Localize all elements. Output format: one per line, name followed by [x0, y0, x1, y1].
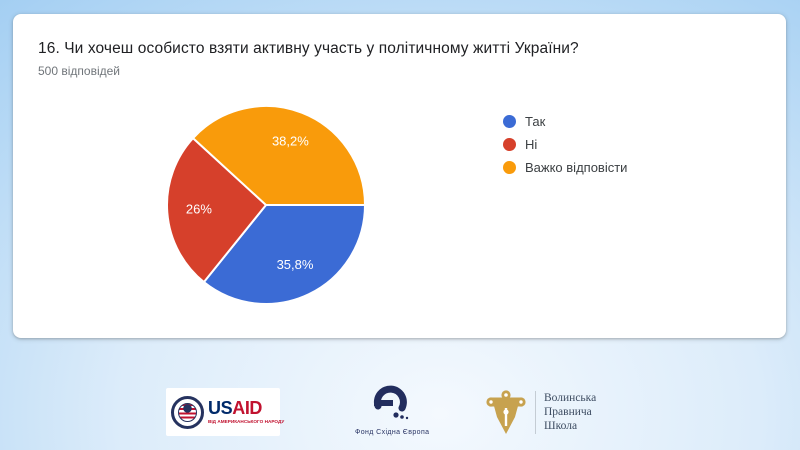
usaid-wordmark-us: US [208, 397, 233, 418]
question-title: 16. Чи хочеш особисто взяти активну учас… [38, 40, 579, 57]
pie-slice-2 [191, 105, 366, 206]
usaid-wordmark-aid: AID [232, 397, 263, 418]
pie-slice-1 [166, 137, 267, 284]
vls-name-line2: Правнича [544, 406, 592, 418]
footer-logos: USAID ВІД АМЕРИКАНСЬКОГО НАРОДУ Фонд Схі… [0, 380, 800, 440]
usaid-logo: USAID ВІД АМЕРИКАНСЬКОГО НАРОДУ [166, 388, 284, 436]
eef-caption: Фонд Східна Європа [355, 429, 430, 436]
pie-slice-0 [202, 204, 366, 305]
vls-name-line3: Школа [544, 420, 578, 432]
legend-item-1: Ні [503, 133, 627, 156]
legend-swatch-icon [503, 138, 516, 151]
pie-slice-label-0: 35,8% [277, 257, 314, 272]
eef-logo: Фонд Східна Європа [355, 384, 430, 436]
vls-logo: Волинська Правнича Школа [483, 388, 596, 436]
pie-chart-svg: 35,8% 26% 38,2% [166, 105, 366, 305]
usaid-tagline: ВІД АМЕРИКАНСЬКОГО НАРОДУ [208, 419, 285, 425]
legend-swatch-icon [503, 115, 516, 128]
responses-count: 500 відповідей [38, 64, 120, 78]
pie-slice-label-2: 38,2% [272, 134, 309, 149]
vls-name: Волинська Правнича Школа [544, 391, 596, 433]
chart-legend: Так Ні Важко відповісти [503, 110, 627, 179]
vls-name-line1: Волинська [544, 392, 597, 404]
pie-slice-label-1: 26% [186, 202, 212, 217]
legend-label: Важко відповісти [525, 160, 628, 175]
vls-pen-nib-icon [486, 390, 526, 434]
legend-label: Ні [525, 137, 538, 152]
results-card: 16. Чи хочеш особисто взяти активну учас… [13, 14, 786, 338]
legend-item-0: Так [503, 110, 627, 133]
usaid-seal-icon [171, 395, 204, 429]
legend-swatch-icon [503, 161, 516, 174]
vls-divider [535, 390, 536, 434]
legend-label: Так [525, 114, 546, 129]
eef-e-icon [373, 385, 409, 420]
pie-chart: 35,8% 26% 38,2% [161, 100, 371, 310]
legend-item-2: Важко відповісти [503, 156, 627, 179]
